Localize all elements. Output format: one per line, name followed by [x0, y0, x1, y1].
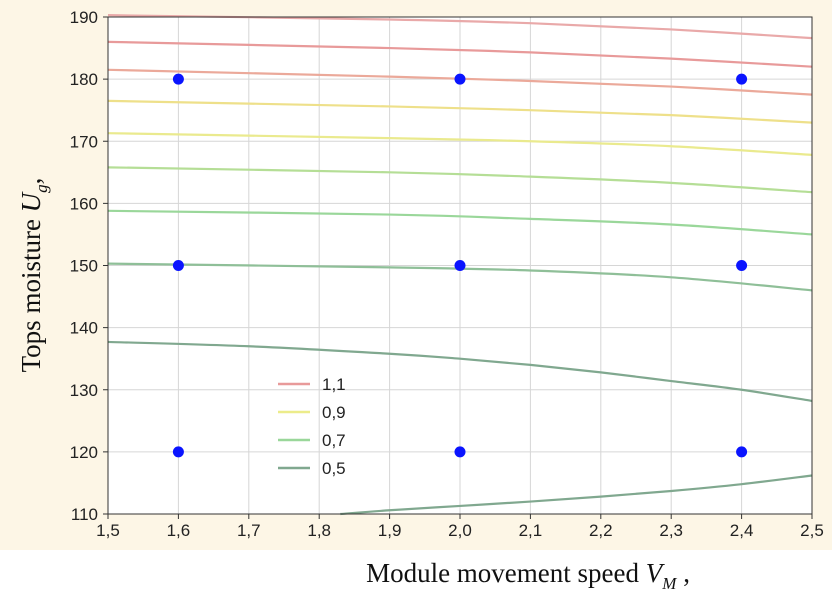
legend-label: 1,1: [322, 375, 346, 394]
y-axis-suffix: ,: [16, 178, 46, 185]
y-axis-symbol: U: [16, 191, 46, 212]
x-axis-ticks: 1,5 1,6 1,7 1,8 1,9 2,0 2,1 2,2 2,3 2,4 2,5: [96, 514, 824, 540]
y-axis-title-text: Tops moisture: [16, 219, 46, 372]
contour-line: [107, 68, 813, 96]
contour-line: [107, 132, 813, 157]
contour-line: [107, 99, 813, 124]
design-point: [454, 446, 466, 458]
legend-label: 0,7: [322, 431, 346, 450]
contour-line: [107, 262, 813, 292]
x-tick-label: 1,7: [237, 521, 261, 540]
x-tick-label: 2,4: [730, 521, 754, 540]
y-tick-label: 110: [71, 505, 98, 524]
x-axis-title-text: Module movement speed: [366, 558, 639, 588]
x-tick-label: 1,8: [307, 521, 331, 540]
x-tick-label: 2,1: [519, 521, 543, 540]
y-tick-label: 140: [70, 319, 98, 338]
y-tick-label: 180: [70, 70, 98, 89]
y-tick-label: 150: [70, 257, 98, 276]
legend-label: 0,9: [322, 403, 346, 422]
contour-line: [107, 166, 813, 194]
y-axis-ticks: 110 120 130 140 150 160 170 180 190: [70, 8, 108, 524]
x-tick-label: 2,0: [448, 521, 472, 540]
x-axis-subscript: M: [661, 574, 677, 592]
design-point: [736, 260, 748, 271]
x-tick-label: 1,5: [96, 521, 120, 540]
x-tick-label: 2,3: [659, 521, 683, 540]
x-axis-suffix: ,: [676, 558, 690, 588]
x-axis-symbol: V: [646, 558, 666, 588]
x-tick-label: 2,5: [800, 521, 824, 540]
y-tick-label: 190: [70, 8, 98, 27]
x-tick-label: 2,2: [589, 521, 613, 540]
y-tick-label: 160: [70, 194, 98, 213]
y-tick-label: 170: [70, 132, 98, 151]
legend: 1,1 0,9 0,7 0,5: [278, 375, 346, 478]
design-points: [172, 73, 748, 458]
design-point: [736, 446, 748, 458]
y-axis-subscript: g: [32, 184, 51, 193]
contour-line: [107, 209, 813, 236]
design-point: [736, 73, 748, 85]
design-point: [172, 446, 184, 458]
x-tick-label: 1,9: [378, 521, 402, 540]
y-axis-title: Tops moisture Ug,: [16, 178, 51, 373]
contour-line: [107, 340, 813, 403]
design-point: [172, 260, 184, 271]
x-axis-title: Module movement speed VM ,: [366, 558, 690, 592]
design-point: [454, 260, 466, 271]
design-point: [454, 73, 466, 85]
design-point: [172, 73, 184, 85]
contour-line: [340, 474, 813, 516]
legend-label: 0,5: [322, 459, 346, 478]
contour-line: [107, 40, 813, 68]
y-tick-label: 120: [70, 443, 98, 462]
y-tick-label: 130: [70, 381, 98, 400]
x-tick-label: 1,6: [167, 521, 191, 540]
